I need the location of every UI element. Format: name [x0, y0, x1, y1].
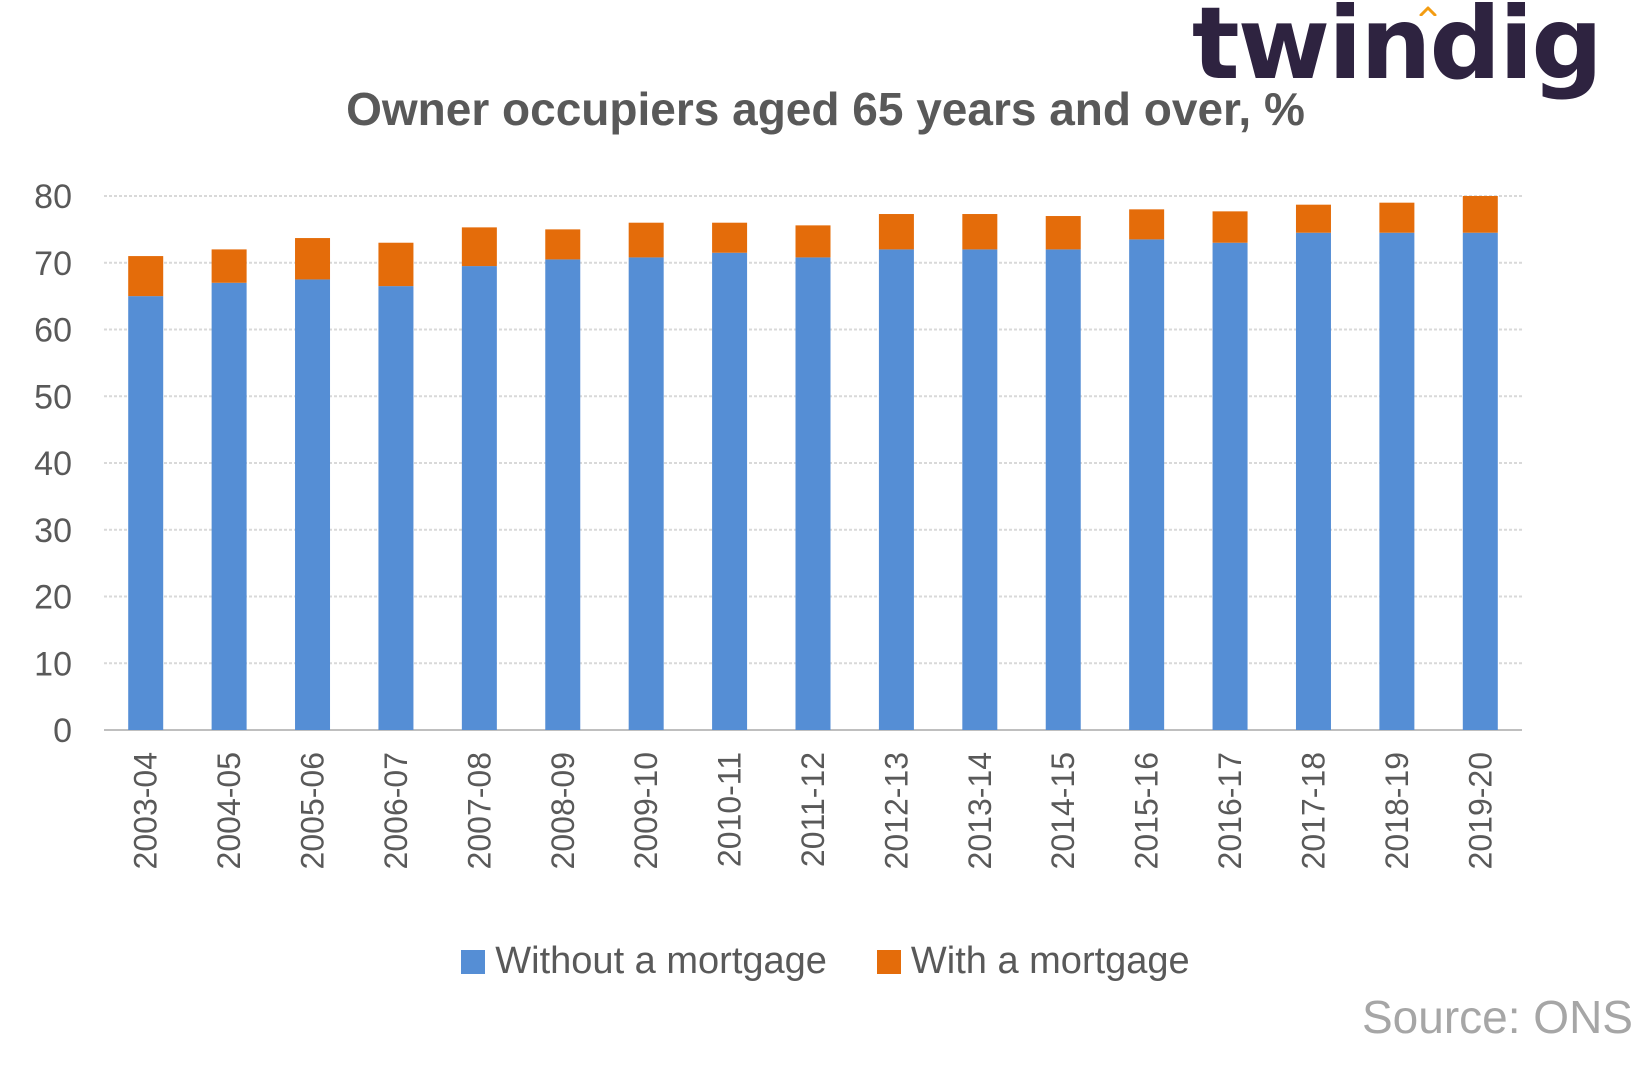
y-tick-label: 0: [53, 712, 72, 750]
bar-without-mortgage: [128, 296, 164, 730]
x-tick-label: 2012-13: [878, 752, 914, 869]
x-tick-label: 2015-16: [1129, 752, 1165, 869]
x-tick-label: 2011-12: [795, 752, 831, 867]
legend-item-with-mortgage: With a mortgage: [876, 940, 1190, 983]
bar-with-mortgage: [1129, 209, 1165, 240]
logo-text: twindig: [1191, 0, 1603, 102]
x-tick-label: 2019-20: [1462, 752, 1498, 869]
bar-with-mortgage: [962, 214, 998, 250]
y-tick-label: 40: [34, 445, 72, 483]
bar-with-mortgage: [712, 222, 748, 253]
bar-without-mortgage: [628, 257, 664, 730]
bar-without-mortgage: [1045, 249, 1081, 730]
logo-accent-icon: [1419, 6, 1437, 16]
bar-without-mortgage: [712, 252, 748, 731]
bar-without-mortgage: [1212, 242, 1248, 730]
bar-with-mortgage: [545, 229, 581, 260]
bar-without-mortgage: [545, 259, 581, 730]
bar-with-mortgage: [1212, 211, 1248, 243]
stacked-bar-chart: 0 10 20 30 40 50 60 70 80 2003-04 2004-05 2005-06 20…: [34, 178, 1522, 869]
bar-without-mortgage: [461, 266, 497, 730]
chart-legend: Without a mortgage With a mortgage: [0, 940, 1651, 983]
bar-with-mortgage: [1379, 202, 1415, 233]
bar-with-mortgage: [295, 238, 331, 280]
x-tick-label: 2004-05: [211, 752, 247, 869]
x-tick-label: 2008-09: [545, 752, 581, 869]
legend-swatch-with-mortgage: [876, 949, 901, 974]
bar-with-mortgage: [1295, 204, 1331, 233]
bar-with-mortgage: [795, 225, 831, 258]
twindig-logo: twindig: [1192, 0, 1603, 94]
legend-swatch-without-mortgage: [461, 949, 486, 974]
bar-without-mortgage: [962, 249, 998, 730]
bar-with-mortgage: [878, 214, 914, 250]
x-tick-label: 2014-15: [1045, 752, 1081, 869]
bar-with-mortgage: [1045, 216, 1081, 250]
bar-with-mortgage: [461, 227, 497, 267]
x-tick-label: 2010-11: [712, 752, 748, 867]
x-tick-label: 2009-10: [628, 752, 664, 869]
bar-with-mortgage: [628, 222, 664, 258]
bar-with-mortgage: [128, 256, 164, 297]
y-tick-label: 10: [34, 645, 72, 683]
bar-without-mortgage: [211, 282, 247, 730]
y-tick-label: 30: [34, 512, 72, 550]
x-tick-label: 2018-19: [1379, 752, 1415, 869]
bar-without-mortgage: [378, 286, 414, 730]
bar-with-mortgage: [1462, 196, 1498, 233]
x-tick-label: 2003-04: [128, 752, 164, 869]
bar-without-mortgage: [878, 249, 914, 730]
x-tick-label: 2007-08: [461, 752, 497, 869]
y-tick-label: 80: [34, 178, 72, 216]
legend-item-without-mortgage: Without a mortgage: [461, 940, 827, 983]
x-tick-label: 2017-18: [1295, 752, 1331, 869]
bar-with-mortgage: [378, 242, 414, 287]
x-tick-label: 2013-14: [962, 752, 998, 869]
bar-without-mortgage: [795, 257, 831, 730]
bar-without-mortgage: [1129, 239, 1165, 730]
legend-label-with-mortgage: With a mortgage: [910, 940, 1190, 982]
y-tick-label: 60: [34, 312, 72, 350]
chart-title: Owner occupiers aged 65 years and over, …: [346, 83, 1305, 135]
source-note: Source: ONS: [1362, 991, 1633, 1043]
x-tick-label: 2006-07: [378, 752, 414, 869]
y-tick-label: 50: [34, 378, 72, 416]
bar-with-mortgage: [211, 249, 247, 283]
x-tick-label: 2005-06: [295, 752, 331, 869]
bar-without-mortgage: [1295, 232, 1331, 730]
y-tick-label: 70: [34, 245, 72, 283]
bar-without-mortgage: [1462, 232, 1498, 730]
legend-label-without-mortgage: Without a mortgage: [495, 940, 827, 982]
bar-without-mortgage: [295, 279, 331, 730]
y-tick-label: 20: [34, 579, 72, 617]
bar-without-mortgage: [1379, 232, 1415, 730]
x-tick-label: 2016-17: [1212, 752, 1248, 869]
